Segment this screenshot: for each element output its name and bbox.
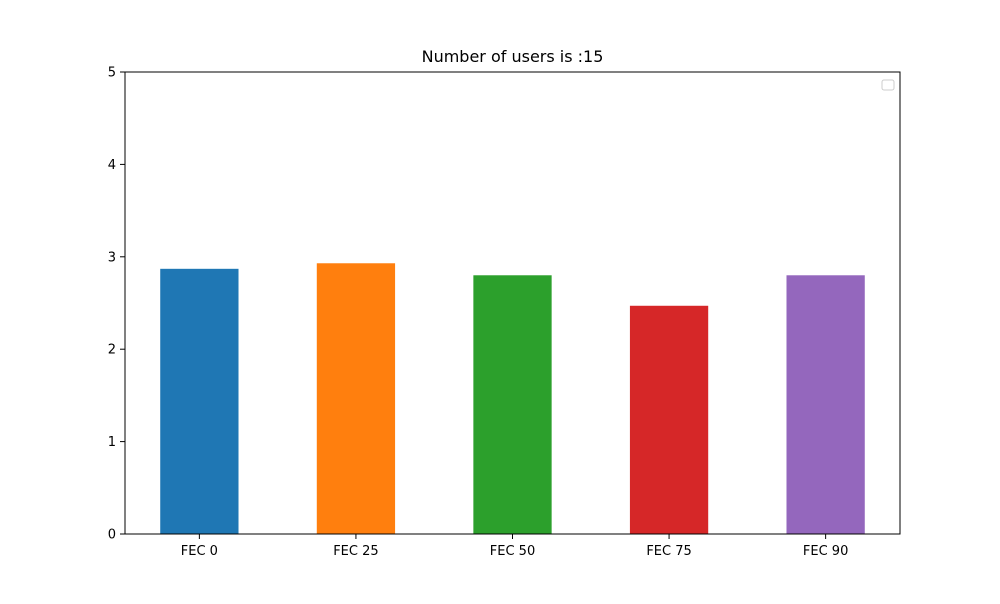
bar-fec-25 <box>316 263 396 534</box>
plot-frame <box>124 71 901 535</box>
y-axis: 0 1 2 3 4 5 <box>108 66 125 543</box>
x-tick-label: FEC 0 <box>181 544 218 559</box>
y-tick-label: 0 <box>108 528 116 543</box>
y-tick-label: 2 <box>108 343 116 358</box>
legend-box <box>881 79 895 91</box>
y-tick-label: 4 <box>108 158 116 173</box>
x-tick-label: FEC 25 <box>333 544 378 559</box>
x-axis: FEC 0 FEC 25 FEC 50 FEC 75 FEC 90 <box>181 534 848 559</box>
bars-group <box>160 263 865 534</box>
x-tick-label: FEC 50 <box>490 544 535 559</box>
x-tick-label: FEC 90 <box>803 544 848 559</box>
y-tick-label: 5 <box>108 66 116 81</box>
bar-fec-0 <box>160 268 239 534</box>
bar-fec-75 <box>629 305 709 534</box>
bar-fec-50 <box>473 275 552 534</box>
bar-fec-90 <box>786 275 865 534</box>
y-tick-label: 1 <box>108 435 116 450</box>
y-tick-label: 3 <box>108 250 116 265</box>
chart-title: Number of users is :15 <box>421 47 604 66</box>
x-tick-label: FEC 75 <box>646 544 691 559</box>
